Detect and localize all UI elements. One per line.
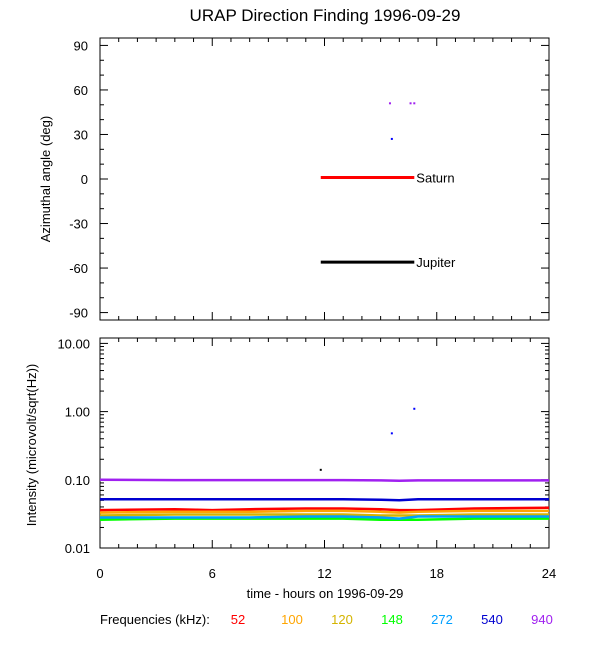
azimuth-y-ticks: 90 60 30 0 -30 -60 -90 (69, 38, 549, 321)
legend-entry-100: 100 (281, 612, 303, 627)
series-line-100 (99, 509, 549, 514)
azimuth-points (388, 102, 416, 140)
planet-label-saturn: Saturn (416, 171, 454, 186)
azimuth-minor-ticks (99, 38, 550, 320)
time-tick-label: 18 (430, 566, 444, 581)
azimuth-point (388, 102, 391, 105)
time-x-axis-label: time - hours on 1996-09-29 (247, 586, 404, 601)
azimuth-point (390, 137, 393, 140)
intensity-series (99, 478, 550, 521)
intensity-tick-label: 0.10 (65, 473, 90, 488)
legend-entry-540: 540 (481, 612, 503, 627)
time-tick-label: 6 (209, 566, 216, 581)
azimuth-tick-label: -30 (69, 217, 88, 232)
azimuth-tick-label: -90 (69, 306, 88, 321)
legend-entry-148: 148 (381, 612, 403, 627)
azimuth-tick-label: 60 (74, 83, 88, 98)
series-line-272 (100, 515, 549, 520)
intensity-spike (390, 432, 393, 435)
intensity-tick-label: 10.00 (57, 336, 90, 351)
legend-entry-120: 120 (331, 612, 353, 627)
legend-label: Frequencies (kHz): (100, 612, 210, 627)
series-line-148 (99, 517, 549, 521)
azimuth-tick-label: 30 (74, 127, 88, 142)
legend-entry-940: 940 (531, 612, 553, 627)
time-tick-label: 12 (317, 566, 331, 581)
time-tick-label: 24 (542, 566, 556, 581)
azimuth-point (409, 102, 412, 105)
intensity-y-ticks: 10.00 1.00 0.10 0.01 (57, 336, 549, 556)
intensity-y-axis-label: Intensity (microvolt/sqrt(Hz)) (24, 364, 39, 527)
intensity-tick-label: 1.00 (65, 405, 90, 420)
time-tick-label: 0 (96, 566, 103, 581)
series-line-940 (99, 478, 549, 482)
azimuth-tick-label: 0 (81, 172, 88, 187)
intensity-tick-label: 0.01 (65, 541, 90, 556)
intensity-spikes (319, 407, 416, 471)
azimuth-tick-label: 90 (74, 38, 88, 53)
planet-label-jupiter: Jupiter (416, 255, 456, 270)
series-line-540 (100, 497, 549, 502)
legend-entry-272: 272 (431, 612, 453, 627)
azimuth-tick-label: -60 (69, 261, 88, 276)
series-line-52 (99, 506, 550, 512)
azimuth-y-axis-label: Azimuthal angle (deg) (38, 116, 53, 242)
intensity-spike (413, 407, 416, 410)
azimuth-annotations: Saturn Jupiter (320, 171, 456, 270)
azimuth-point (413, 102, 416, 105)
series-line-120 (99, 513, 549, 517)
chart-title: URAP Direction Finding 1996-09-29 (190, 6, 461, 25)
legend-entry-52: 52 (231, 612, 245, 627)
time-x-ticks: 0 6 12 18 24 (96, 338, 556, 581)
intensity-spike (319, 468, 322, 471)
frequency-legend: Frequencies (kHz): 52 100 120 148 272 540 940 (100, 612, 553, 627)
